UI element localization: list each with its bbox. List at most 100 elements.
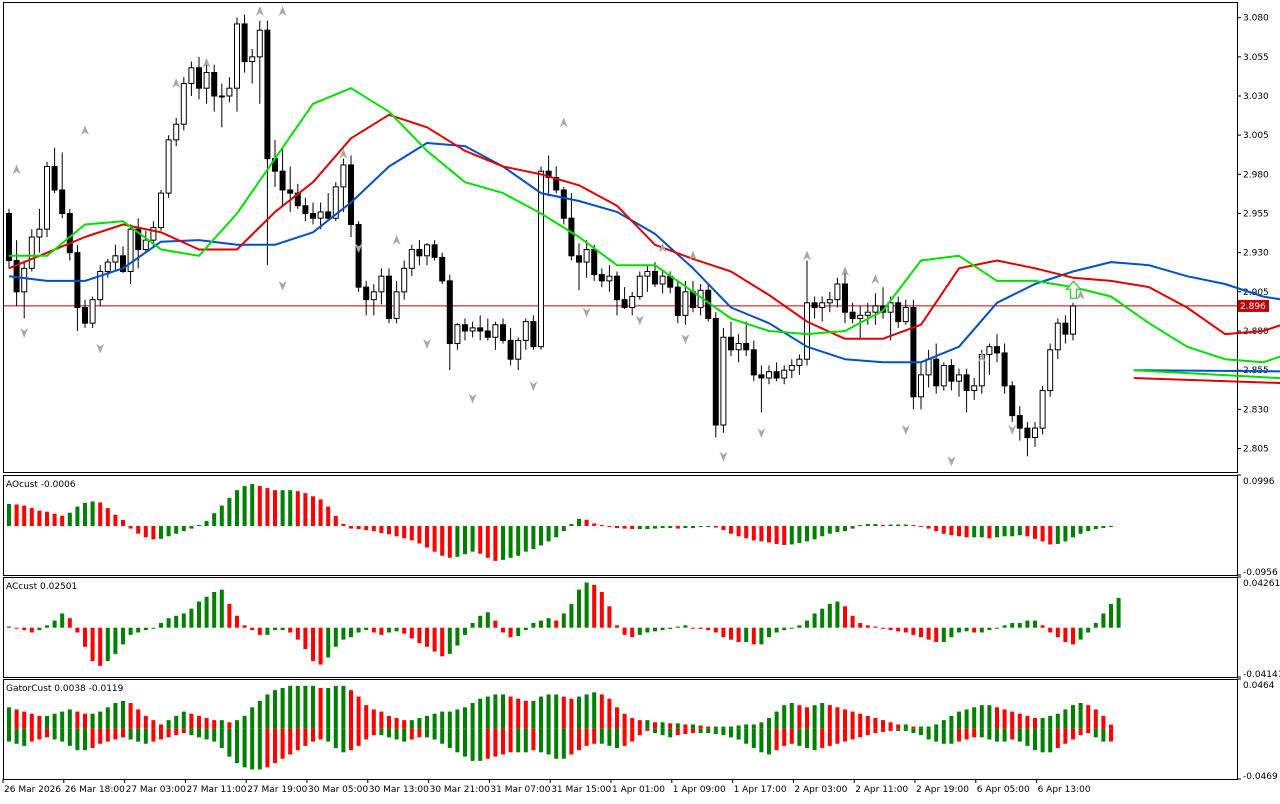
histogram-bar	[212, 720, 217, 729]
candle-bull	[218, 95, 225, 98]
histogram-bar	[751, 728, 756, 749]
histogram-bar	[972, 728, 977, 738]
histogram-bar	[1078, 703, 1083, 729]
gator-lower-histogram	[7, 728, 1113, 770]
histogram-bar	[1071, 526, 1075, 538]
candle-bull	[636, 275, 643, 298]
histogram-bar	[159, 724, 163, 729]
histogram-bar	[235, 615, 239, 628]
histogram-bar	[592, 728, 597, 744]
histogram-bar	[409, 728, 414, 740]
current-price-tag	[1238, 299, 1269, 312]
histogram-bar	[326, 627, 331, 658]
histogram-bar	[402, 526, 407, 539]
histogram-bar	[265, 694, 270, 729]
candle-bear	[507, 339, 514, 360]
histogram-bar	[98, 711, 103, 729]
histogram-bar	[257, 627, 262, 635]
histogram-bar	[789, 703, 794, 729]
histogram-bar	[288, 490, 293, 527]
histogram-bar	[767, 728, 771, 755]
histogram-bar	[303, 728, 308, 746]
histogram-bar	[470, 728, 475, 761]
histogram-bar	[995, 728, 999, 742]
histogram-bar	[204, 596, 209, 628]
histogram-bar	[288, 627, 293, 633]
candle-bull	[606, 275, 613, 282]
histogram-bar	[7, 728, 11, 742]
histogram-bar	[501, 526, 505, 560]
histogram-bar	[174, 728, 179, 736]
x-tick-label: 1 Apr 01:00	[612, 785, 665, 795]
histogram-bar	[729, 627, 733, 640]
candle-bull	[940, 364, 947, 387]
histogram-bar	[653, 627, 657, 632]
candle-bull	[44, 166, 50, 230]
histogram-bar	[896, 627, 901, 632]
candle-bull	[872, 305, 879, 313]
histogram-bar	[364, 526, 369, 531]
histogram-bar	[782, 705, 787, 729]
histogram-bar	[850, 728, 855, 740]
candle-bear	[750, 349, 757, 376]
gator-indicator-label: GatorCust 0.0038 -0.0119	[6, 684, 124, 694]
ac-panel-frame	[3, 577, 1238, 678]
histogram-bar	[865, 728, 870, 736]
histogram-bar	[827, 526, 832, 534]
candle-bull	[454, 324, 461, 345]
histogram-bar	[227, 497, 232, 527]
candle-bear	[287, 189, 294, 194]
histogram-bar	[181, 613, 186, 628]
histogram-bar	[850, 526, 855, 529]
histogram-bar	[478, 728, 483, 761]
candle-bear	[910, 307, 917, 398]
histogram-bar	[174, 615, 179, 628]
histogram-bar	[531, 700, 536, 729]
histogram-bar	[349, 627, 353, 638]
candle-bull	[902, 307, 909, 323]
price-panel-frame	[3, 2, 1238, 473]
candle-bear	[842, 283, 848, 313]
candle-bear	[1009, 385, 1016, 417]
histogram-bar	[311, 728, 315, 742]
histogram-bar	[577, 518, 581, 527]
histogram-bar	[888, 627, 893, 631]
histogram-bar	[1093, 709, 1098, 729]
histogram-bar	[45, 625, 49, 628]
histogram-bar	[105, 707, 110, 729]
histogram-bar	[447, 728, 452, 749]
histogram-bar	[873, 523, 878, 527]
candle-bull	[735, 343, 742, 351]
histogram-bar	[250, 728, 255, 770]
histogram-bar	[767, 627, 771, 638]
histogram-bar	[774, 526, 779, 544]
histogram-bar	[508, 627, 513, 638]
histogram-bar	[523, 700, 528, 729]
histogram-bar	[1025, 526, 1030, 537]
histogram-bar	[98, 728, 103, 744]
x-tick-label: 30 Mar 21:00	[430, 785, 490, 795]
histogram-bar	[865, 715, 870, 729]
histogram-bar	[508, 728, 513, 753]
histogram-bar	[630, 728, 635, 742]
histogram-bar	[1086, 526, 1091, 532]
fractal-down-arrow	[278, 280, 287, 291]
price-y-tick-label: 2.980	[1243, 170, 1269, 180]
histogram-bar	[387, 728, 391, 738]
price-y-tick-label: 2.830	[1243, 405, 1269, 415]
histogram-bar	[318, 627, 323, 665]
fractal-down-arrow	[354, 243, 363, 254]
candle-bear	[431, 244, 438, 258]
histogram-bar	[189, 713, 194, 729]
histogram-bar	[584, 519, 589, 527]
histogram-bar	[432, 728, 437, 740]
histogram-bar	[121, 519, 125, 527]
fractal-down-arrow	[423, 338, 431, 349]
histogram-bar	[121, 627, 125, 645]
histogram-bar	[797, 625, 802, 628]
histogram-bar	[516, 728, 521, 753]
histogram-bar	[637, 720, 642, 729]
histogram-bar	[713, 627, 718, 633]
